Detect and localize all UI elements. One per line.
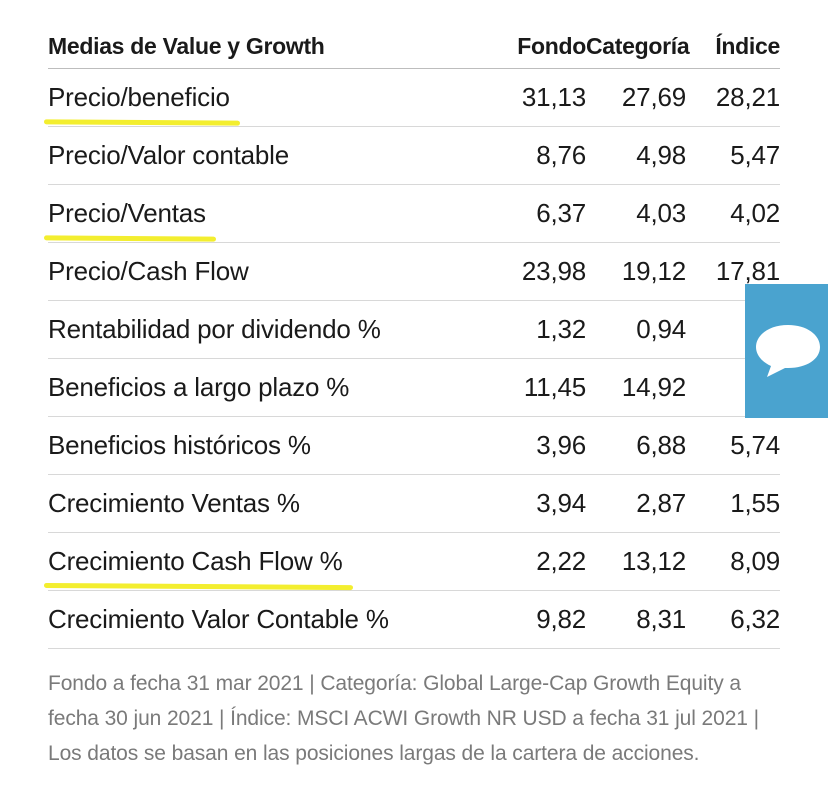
indice-value: 8,09 xyxy=(686,532,780,591)
row-label-cell: Precio/beneficio xyxy=(48,68,496,127)
speech-bubble-icon xyxy=(756,325,820,377)
header-fondo: Fondo xyxy=(517,32,586,59)
row-label: Crecimiento Ventas % xyxy=(48,488,300,518)
categoria-value: 14,92 xyxy=(586,358,686,417)
row-label: Precio/Cash Flow xyxy=(48,256,249,286)
categoria-value: 4,03 xyxy=(586,184,686,243)
table-row: Crecimiento Cash Flow % 2,22 13,12 8,09 xyxy=(48,532,780,591)
table-row: Beneficios históricos % 3,96 6,88 5,74 xyxy=(48,416,780,475)
value-growth-table: Medias de Value y Growth Fondo Categoría… xyxy=(48,24,780,649)
value-growth-table-container: Medias de Value y Growth Fondo Categoría… xyxy=(48,24,780,649)
categoria-value: 2,87 xyxy=(586,474,686,533)
fondo-value: 2,22 xyxy=(496,532,586,591)
header-categoria: Categoría xyxy=(586,32,690,59)
header-medias: Medias de Value y Growth xyxy=(48,32,325,59)
fondo-value: 23,98 xyxy=(496,242,586,301)
indice-value: 1,55 xyxy=(686,474,780,533)
row-label-cell: Precio/Ventas xyxy=(48,184,496,243)
table-row: Precio/Valor contable 8,76 4,98 5,47 xyxy=(48,126,780,185)
table-row: Precio/beneficio 31,13 27,69 28,21 xyxy=(48,68,780,127)
table-footnote: Fondo a fecha 31 mar 2021 | Categoría: G… xyxy=(48,672,759,765)
row-label-cell: Beneficios a largo plazo % xyxy=(48,358,496,417)
fondo-value: 8,76 xyxy=(496,126,586,185)
indice-value: 5,74 xyxy=(686,416,780,475)
fondo-value: 9,82 xyxy=(496,590,586,649)
row-label: Precio/Valor contable xyxy=(48,140,290,170)
categoria-value: 6,88 xyxy=(586,416,686,475)
row-label-cell: Beneficios históricos % xyxy=(48,416,496,475)
indice-value: 28,21 xyxy=(686,68,780,127)
row-label-cell: Crecimiento Valor Contable % xyxy=(48,590,496,649)
categoria-value: 4,98 xyxy=(586,126,686,185)
row-label: Beneficios a largo plazo % xyxy=(48,372,350,402)
row-label: Crecimiento Cash Flow % xyxy=(48,546,343,576)
indice-value: 6,32 xyxy=(686,590,780,649)
fondo-value: 3,96 xyxy=(496,416,586,475)
categoria-value: 13,12 xyxy=(586,532,686,591)
row-label-cell: Precio/Cash Flow xyxy=(48,242,496,301)
table-row: Crecimiento Ventas % 3,94 2,87 1,55 xyxy=(48,474,780,533)
row-label: Precio/Ventas xyxy=(48,198,206,228)
fondo-value: 3,94 xyxy=(496,474,586,533)
categoria-value: 0,94 xyxy=(586,300,686,359)
fondo-value: 1,32 xyxy=(496,300,586,359)
table-row: Precio/Ventas 6,37 4,03 4,02 xyxy=(48,184,780,243)
table-row: Precio/Cash Flow 23,98 19,12 17,81 xyxy=(48,242,780,301)
table-row: Rentabilidad por dividendo % 1,32 0,94 0 xyxy=(48,300,780,359)
table-header-row: Medias de Value y Growth Fondo Categoría… xyxy=(48,24,780,69)
row-label: Crecimiento Valor Contable % xyxy=(48,604,389,634)
header-indice: Índice xyxy=(715,32,780,59)
categoria-value: 27,69 xyxy=(586,68,686,127)
row-label: Beneficios históricos % xyxy=(48,430,311,460)
table-row: Beneficios a largo plazo % 11,45 14,92 1… xyxy=(48,358,780,417)
fondo-value: 11,45 xyxy=(496,358,586,417)
indice-value: 5,47 xyxy=(686,126,780,185)
categoria-value: 19,12 xyxy=(586,242,686,301)
row-label-cell: Crecimiento Cash Flow % xyxy=(48,532,496,591)
fondo-value: 31,13 xyxy=(496,68,586,127)
fondo-value: 6,37 xyxy=(496,184,586,243)
row-label: Precio/beneficio xyxy=(48,82,230,112)
row-label-cell: Rentabilidad por dividendo % xyxy=(48,300,496,359)
row-label-cell: Precio/Valor contable xyxy=(48,126,496,185)
row-label-cell: Crecimiento Ventas % xyxy=(48,474,496,533)
table-row: Crecimiento Valor Contable % 9,82 8,31 6… xyxy=(48,590,780,649)
row-label: Rentabilidad por dividendo % xyxy=(48,314,381,344)
categoria-value: 8,31 xyxy=(586,590,686,649)
indice-value: 4,02 xyxy=(686,184,780,243)
chat-button[interactable] xyxy=(745,284,828,418)
